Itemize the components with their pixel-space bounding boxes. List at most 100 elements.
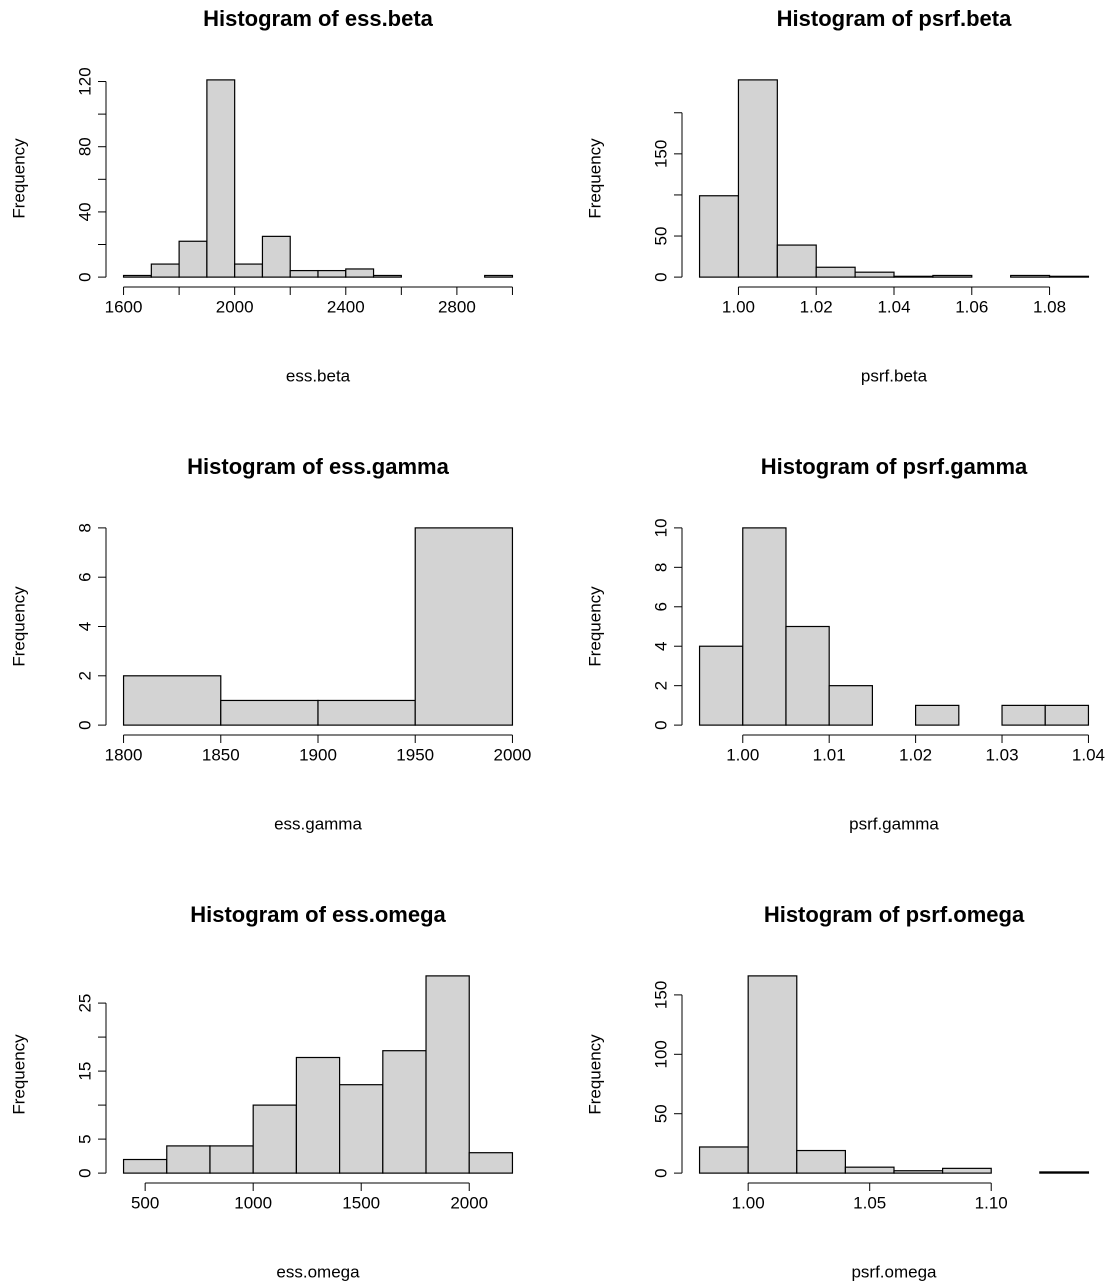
x-tick-label: 1.01 — [813, 745, 846, 764]
y-tick-label: 0 — [651, 272, 670, 281]
histogram-bar — [339, 1084, 384, 1174]
chart-title: Histogram of psrf.beta — [777, 6, 1012, 31]
x-tick-label: 1900 — [299, 745, 337, 764]
x-tick-label: 1.08 — [1033, 297, 1066, 316]
y-tick-label: 40 — [75, 202, 94, 221]
histogram-bar — [372, 274, 402, 278]
y-tick-label: 0 — [651, 1168, 670, 1177]
y-tick-label: 2 — [75, 671, 94, 680]
y-tick-label: 50 — [651, 227, 670, 246]
y-tick-label: 15 — [75, 1062, 94, 1081]
x-tick-label: 1000 — [234, 1193, 272, 1212]
y-tick-label: 150 — [651, 981, 670, 1009]
x-tick-label: 1.06 — [955, 297, 988, 316]
histogram-bar — [1039, 1171, 1090, 1174]
histogram-bar — [414, 527, 514, 726]
x-tick-label: 1500 — [342, 1193, 380, 1212]
y-tick-label: 0 — [75, 272, 94, 281]
y-tick-label: 0 — [651, 720, 670, 729]
histogram-bar — [737, 79, 778, 278]
chart-title: Histogram of ess.omega — [190, 902, 446, 927]
histogram-bar — [828, 685, 873, 726]
y-tick-label: 6 — [651, 602, 670, 611]
histogram-bar — [893, 275, 934, 278]
histogram-bar — [425, 975, 470, 1174]
x-tick-label: 1.05 — [853, 1193, 886, 1212]
histogram-bar — [1001, 704, 1046, 726]
y-tick-label: 5 — [75, 1134, 94, 1143]
histogram-bar — [698, 1146, 749, 1174]
histogram-bar — [252, 1104, 297, 1174]
y-tick-label: 50 — [651, 1104, 670, 1123]
histogram-bar — [484, 274, 514, 278]
y-tick-label: 4 — [75, 622, 94, 631]
x-tick-label: 1.02 — [800, 297, 833, 316]
chart-title: Histogram of psrf.gamma — [761, 454, 1028, 479]
histogram-bar — [220, 699, 319, 726]
histogram-bar — [295, 1056, 341, 1174]
histogram-bar — [785, 625, 830, 726]
x-axis-title: ess.omega — [276, 1262, 360, 1281]
histogram-bar — [698, 645, 744, 726]
x-tick-label: 2000 — [494, 745, 532, 764]
histogram-bar — [942, 1167, 992, 1174]
histogram-bar — [698, 195, 740, 278]
histogram-bar — [289, 269, 319, 278]
histogram-bar — [815, 266, 856, 278]
histogram-bar — [261, 235, 291, 278]
x-tick-label: 1.00 — [732, 1193, 765, 1212]
histogram-bar — [150, 263, 180, 278]
histogram-bar — [468, 1152, 514, 1174]
histogram-bar — [206, 79, 236, 278]
chart-title: Histogram of psrf.omega — [764, 902, 1025, 927]
x-tick-label: 1.00 — [722, 297, 755, 316]
y-axis-title: Frequency — [9, 586, 28, 667]
histogram-bar — [122, 274, 152, 278]
x-tick-label: 1.10 — [975, 1193, 1008, 1212]
histogram-bar — [1044, 704, 1090, 726]
histogram-bar — [893, 1170, 944, 1174]
y-tick-label: 6 — [75, 572, 94, 581]
y-tick-label: 150 — [651, 140, 670, 168]
y-axis-title: Frequency — [585, 586, 604, 667]
x-tick-label: 1850 — [202, 745, 240, 764]
x-axis-title: psrf.gamma — [849, 814, 939, 833]
x-axis-title: psrf.omega — [851, 1262, 937, 1281]
x-tick-label: 1.04 — [1072, 745, 1105, 764]
y-tick-label: 0 — [75, 720, 94, 729]
x-tick-label: 2800 — [438, 297, 476, 316]
chart-title: Histogram of ess.gamma — [187, 454, 449, 479]
x-tick-label: 1.00 — [726, 745, 759, 764]
y-tick-label: 100 — [651, 1040, 670, 1068]
y-axis-title: Frequency — [9, 138, 28, 219]
histogram-bar — [345, 268, 375, 278]
y-tick-label: 8 — [651, 563, 670, 572]
histogram-bar — [317, 699, 416, 726]
x-axis-title: psrf.beta — [861, 366, 928, 385]
histogram-bar — [166, 1145, 211, 1174]
x-tick-label: 1.03 — [985, 745, 1018, 764]
histogram-bar — [742, 527, 787, 726]
x-tick-label: 1600 — [105, 297, 143, 316]
y-axis-title: Frequency — [585, 138, 604, 219]
y-tick-label: 80 — [75, 137, 94, 156]
x-tick-label: 500 — [131, 1193, 159, 1212]
histogram-bar — [844, 1166, 895, 1174]
x-tick-label: 1.02 — [899, 745, 932, 764]
y-tick-label: 120 — [75, 67, 94, 95]
histogram-bar — [1048, 275, 1090, 278]
histogram-bar — [122, 1158, 168, 1174]
x-tick-label: 1950 — [396, 745, 434, 764]
histogram-bar — [122, 675, 222, 726]
histogram-bar — [796, 1149, 846, 1174]
y-axis-title: Frequency — [585, 1034, 604, 1115]
y-tick-label: 25 — [75, 994, 94, 1013]
histogram-bar — [747, 975, 798, 1174]
x-tick-label: 2000 — [216, 297, 254, 316]
histogram-bar — [1010, 274, 1051, 278]
x-tick-label: 2400 — [327, 297, 365, 316]
histogram-bar — [209, 1145, 254, 1174]
x-tick-label: 2000 — [450, 1193, 488, 1212]
y-tick-label: 10 — [651, 518, 670, 537]
